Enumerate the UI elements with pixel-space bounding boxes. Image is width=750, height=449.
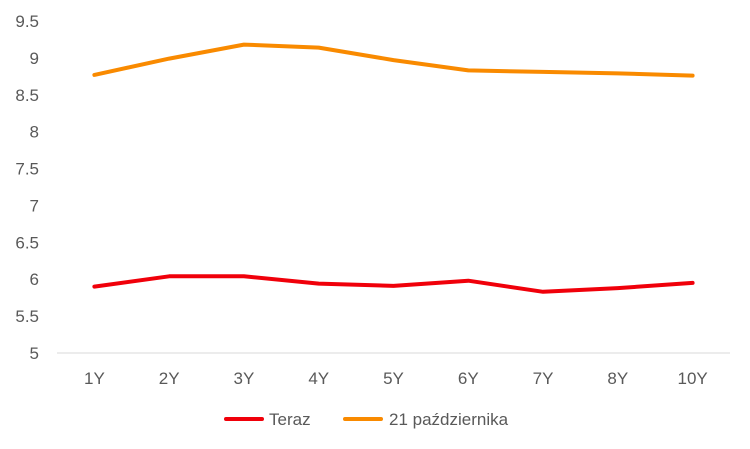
x-tick-label: 4Y [308, 369, 329, 388]
x-tick-label: 8Y [607, 369, 628, 388]
series-line-2 [92, 42, 695, 78]
legend-label: Teraz [269, 410, 311, 429]
series-line-1 [92, 274, 695, 294]
x-axis-ticks: 1Y 2Y 3Y 4Y 5Y 6Y 7Y 8Y 10Y [84, 369, 708, 388]
x-tick-label: 10Y [677, 369, 707, 388]
legend-label: 21 października [389, 410, 509, 429]
x-tick-label: 7Y [533, 369, 554, 388]
y-tick-label: 6 [30, 270, 39, 289]
y-tick-label: 7.5 [15, 160, 39, 179]
y-axis-ticks: 5 5.5 6 6.5 7 7.5 8 8.5 9 9.5 [15, 12, 39, 363]
x-tick-label: 1Y [84, 369, 105, 388]
series-lines [92, 42, 695, 294]
legend: Teraz 21 października [224, 410, 509, 429]
x-tick-label: 5Y [383, 369, 404, 388]
x-tick-label: 6Y [458, 369, 479, 388]
y-tick-label: 8.5 [15, 86, 39, 105]
y-tick-label: 9 [30, 49, 39, 68]
x-tick-label: 2Y [159, 369, 180, 388]
y-tick-label: 8 [30, 123, 39, 142]
y-tick-label: 7 [30, 196, 39, 215]
y-tick-label: 9.5 [15, 12, 39, 31]
y-tick-label: 5 [30, 344, 39, 363]
x-tick-label: 3Y [234, 369, 255, 388]
y-tick-label: 6.5 [15, 233, 39, 252]
y-tick-label: 5.5 [15, 307, 39, 326]
